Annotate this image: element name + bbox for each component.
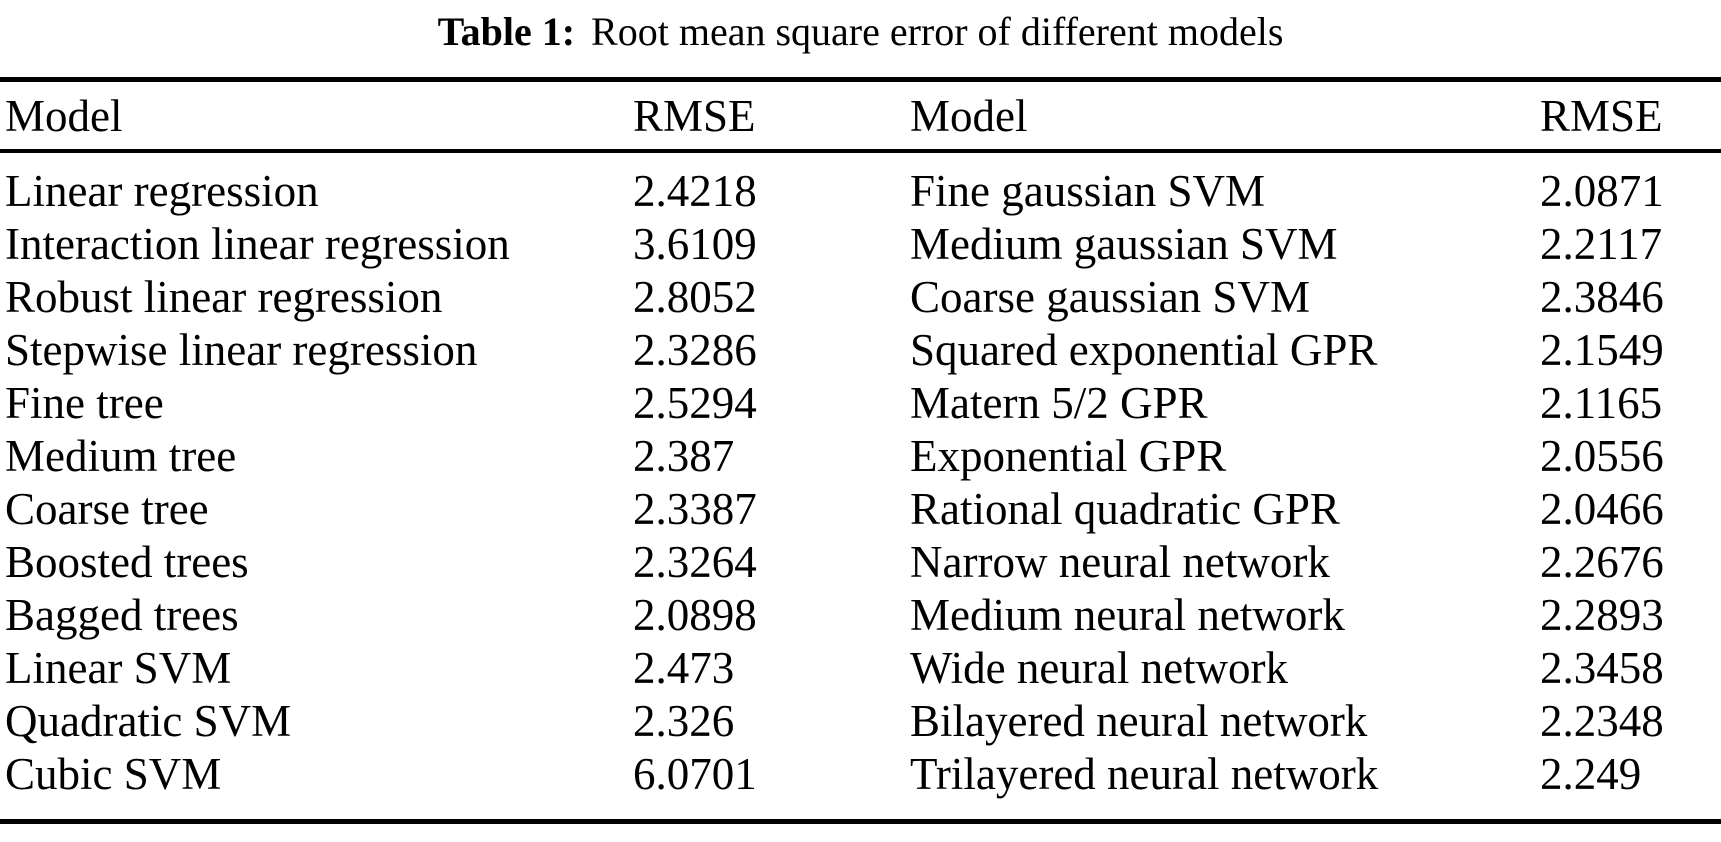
table-row: Interaction linear regression 3.6109 Med…	[0, 218, 1721, 271]
table-row: Boosted trees 2.3264 Narrow neural netwo…	[0, 536, 1721, 589]
model-cell: Medium gaussian SVM	[910, 219, 1338, 269]
rmse-cell: 2.3387	[633, 484, 757, 534]
model-cell: Boosted trees	[5, 537, 249, 587]
model-cell: Bagged trees	[5, 590, 239, 640]
rmse-cell: 2.3846	[1540, 272, 1664, 322]
rmse-cell: 2.2117	[1540, 219, 1663, 269]
model-cell: Bilayered neural network	[910, 696, 1368, 746]
model-cell: Quadratic SVM	[5, 696, 292, 746]
table-caption: Table 1: Root mean square error of differ…	[0, 0, 1721, 77]
model-cell: Rational quadratic GPR	[910, 484, 1340, 534]
header-model-right: Model	[910, 90, 1028, 141]
model-cell: Interaction linear regression	[5, 219, 510, 269]
model-cell: Coarse gaussian SVM	[910, 272, 1310, 322]
model-cell: Cubic SVM	[5, 749, 222, 799]
rmse-cell: 2.2893	[1540, 590, 1664, 640]
model-cell: Stepwise linear regression	[5, 325, 478, 375]
model-cell: Linear SVM	[5, 643, 232, 693]
header-model-left: Model	[5, 90, 123, 141]
table-row: Bagged trees 2.0898 Medium neural networ…	[0, 589, 1721, 642]
table-caption-label: Table 1:	[437, 9, 576, 54]
model-cell: Squared exponential GPR	[910, 325, 1378, 375]
model-cell: Trilayered neural network	[910, 749, 1379, 799]
rmse-cell: 6.0701	[633, 749, 757, 799]
rmse-cell: 2.0898	[633, 590, 757, 640]
rmse-cell: 2.2348	[1540, 696, 1664, 746]
rmse-cell: 2.2676	[1540, 537, 1664, 587]
rmse-cell: 2.0556	[1540, 431, 1664, 481]
model-cell: Coarse tree	[5, 484, 209, 534]
rmse-cell: 2.326	[633, 696, 735, 746]
model-cell: Robust linear regression	[5, 272, 443, 322]
model-cell: Wide neural network	[910, 643, 1289, 693]
rmse-cell: 3.6109	[633, 219, 757, 269]
table-header-row: Model RMSE Model RMSE	[0, 82, 1721, 153]
model-cell: Narrow neural network	[910, 537, 1330, 587]
rmse-cell: 2.249	[1540, 749, 1642, 799]
model-cell: Fine tree	[5, 378, 164, 428]
rmse-cell: 2.4218	[633, 166, 757, 216]
table-row: Fine tree 2.5294 Matern 5/2 GPR 2.1165	[0, 377, 1721, 430]
rmse-cell: 2.3286	[633, 325, 757, 375]
table-row: Coarse tree 2.3387 Rational quadratic GP…	[0, 483, 1721, 536]
model-cell: Exponential GPR	[910, 431, 1227, 481]
rmse-cell: 2.3264	[633, 537, 757, 587]
table-row: Medium tree 2.387 Exponential GPR 2.0556	[0, 430, 1721, 483]
rmse-cell: 2.5294	[633, 378, 757, 428]
model-cell: Medium tree	[5, 431, 237, 481]
table-row: Quadratic SVM 2.326 Bilayered neural net…	[0, 695, 1721, 748]
model-cell: Matern 5/2 GPR	[910, 378, 1208, 428]
model-cell: Medium neural network	[910, 590, 1345, 640]
rmse-cell: 2.473	[633, 643, 735, 693]
rmse-cell: 2.3458	[1540, 643, 1664, 693]
rmse-cell: 2.8052	[633, 272, 757, 322]
model-cell: Fine gaussian SVM	[910, 166, 1266, 216]
table-row: Cubic SVM 6.0701 Trilayered neural netwo…	[0, 748, 1721, 801]
table-row: Linear SVM 2.473 Wide neural network 2.3…	[0, 642, 1721, 695]
table-body: Linear regression 2.4218 Fine gaussian S…	[0, 153, 1721, 819]
table-caption-title: Root mean square error of different mode…	[591, 9, 1284, 54]
rmse-cell: 2.1549	[1540, 325, 1664, 375]
header-rmse-left: RMSE	[633, 90, 756, 141]
rmse-table: Model RMSE Model RMSE Linear regression …	[0, 77, 1721, 824]
rmse-cell: 2.0466	[1540, 484, 1664, 534]
header-rmse-right: RMSE	[1540, 90, 1663, 141]
rmse-cell: 2.387	[633, 431, 735, 481]
table-row: Stepwise linear regression 2.3286 Square…	[0, 324, 1721, 377]
rmse-cell: 2.1165	[1540, 378, 1663, 428]
table-row: Linear regression 2.4218 Fine gaussian S…	[0, 165, 1721, 218]
model-cell: Linear regression	[5, 166, 319, 216]
rmse-cell: 2.0871	[1540, 166, 1664, 216]
table-row: Robust linear regression 2.8052 Coarse g…	[0, 271, 1721, 324]
